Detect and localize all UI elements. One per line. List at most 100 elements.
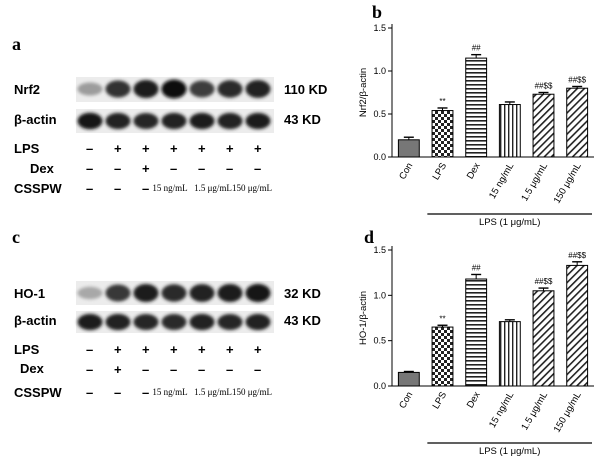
a-band-1-lane-4 xyxy=(161,112,187,130)
c-band-0-lane-5 xyxy=(189,284,215,302)
chart-d-category-3: Dex xyxy=(465,390,483,410)
chart-d-group-label: LPS (1 μg/mL) xyxy=(479,446,540,457)
a-dex-mark-1: – xyxy=(86,161,93,176)
chart-d-annotation-3: ## xyxy=(472,263,481,272)
beta-actin-band-label-c: β-actin xyxy=(14,313,57,328)
chart-b-category-1: Con xyxy=(397,161,415,182)
chart-b-category-3: Dex xyxy=(465,161,483,181)
a-lps-mark-6: + xyxy=(226,141,234,156)
dex-row-label-c: Dex xyxy=(20,361,45,376)
beta-actin-band-label: β-actin xyxy=(14,112,57,127)
a-band-1-lane-3 xyxy=(133,112,159,130)
a-csspw-mark-1: – xyxy=(86,181,93,196)
c-band-0-lane-1 xyxy=(77,286,103,300)
a-band-0-lane-5 xyxy=(189,80,215,98)
c-band-1-lane-5 xyxy=(189,313,215,331)
c-band-0-lane-3 xyxy=(133,284,159,302)
a-band-1-lane-2 xyxy=(105,112,131,130)
c-lps-mark-3: + xyxy=(142,342,150,357)
chart-d-annotation-5: ##$$ xyxy=(535,277,553,286)
csspw-row-label-c: CSSPW xyxy=(14,385,62,400)
a-csspw-mark-2: – xyxy=(114,181,121,196)
a-lps-mark-3: + xyxy=(142,141,150,156)
lps-row-label-c: LPS xyxy=(14,342,40,357)
c-band-0-lane-7 xyxy=(245,283,271,303)
a-band-0-lane-6 xyxy=(217,80,243,98)
chart-d-ytick-label: 1.0 xyxy=(373,290,386,300)
chart-d-ytick-label: 1.5 xyxy=(373,245,386,255)
a-dex-mark-6: – xyxy=(226,161,233,176)
a-dex-mark-2: – xyxy=(114,161,121,176)
chart-d-category-6: 150 μg/mL xyxy=(552,390,584,435)
chart-b-bar-3 xyxy=(465,57,488,158)
chart-d-bar-4 xyxy=(498,321,521,387)
nrf2-band-label: Nrf2 xyxy=(14,82,40,97)
chart-d-category-4: 15 ng/mL xyxy=(487,390,516,430)
a-dex-mark-4: – xyxy=(170,161,177,176)
beta-actin-size-label: 43 KD xyxy=(284,112,321,127)
a-band-1-lane-7 xyxy=(245,112,271,130)
panel-b-letter: b xyxy=(372,2,382,22)
c-lps-mark-1: – xyxy=(86,342,93,357)
c-csspw-mark-1: – xyxy=(86,385,93,400)
a-band-0-lane-7 xyxy=(245,80,271,98)
lps-row-label: LPS xyxy=(14,141,40,156)
chart-b-annotation-3: ## xyxy=(472,44,481,53)
c-csspw-dose-2: 1.5 μg/mL xyxy=(194,387,232,397)
c-lps-mark-5: + xyxy=(198,342,206,357)
c-dex-mark-3: – xyxy=(142,362,149,377)
a-band-1-lane-6 xyxy=(217,112,243,130)
c-band-1-lane-7 xyxy=(245,313,271,331)
dex-row-label: Dex xyxy=(30,161,55,176)
chart-b-bar-4 xyxy=(498,104,521,158)
c-csspw-dose-1: 15 ng/mL xyxy=(152,387,187,397)
c-band-1-lane-6 xyxy=(217,313,243,331)
chart-d-bar-3 xyxy=(465,278,488,387)
chart-b-category-2: LPS xyxy=(431,161,450,182)
chart-b-bar-2 xyxy=(431,110,454,158)
c-lps-mark-7: + xyxy=(254,342,262,357)
chart-d-bar-6 xyxy=(566,264,589,387)
chart-b-group-label: LPS (1 μg/mL) xyxy=(479,217,540,228)
a-lps-mark-5: + xyxy=(198,141,206,156)
a-lps-mark-1: – xyxy=(86,141,93,156)
a-band-0-lane-1 xyxy=(77,82,103,96)
panel-c-western-blot: c HO-1 β-actin 32 KD 43 KD LPS Dex – + + + +… xyxy=(12,227,321,400)
a-dex-mark-7: – xyxy=(254,161,261,176)
a-band-1-lane-1 xyxy=(77,112,103,130)
chart-b-annotation-5: ##$$ xyxy=(535,82,553,91)
chart-b-ytick-label: 0.0 xyxy=(373,152,386,162)
panel-a-western-blot: a Nrf2 β-actin 110 KD 43 KD LPS Dex – + + +… xyxy=(12,34,327,196)
a-csspw-mark-3: – xyxy=(142,181,149,196)
nrf2-size-label: 110 KD xyxy=(284,82,327,97)
c-csspw-mark-3: – xyxy=(142,385,149,400)
c-lps-mark-2: + xyxy=(114,342,122,357)
a-dex-mark-5: – xyxy=(198,161,205,176)
panel-c-letter: c xyxy=(12,227,20,247)
c-band-1-lane-3 xyxy=(133,313,159,331)
chart-d-bar-1 xyxy=(397,371,420,387)
ho1-size-label: 32 KD xyxy=(284,286,321,301)
chart-b-ytick-label: 1.5 xyxy=(373,23,386,33)
chart-b-ytick-label: 1.0 xyxy=(373,66,386,76)
chart-d-ylabel: HO-1/β-actin xyxy=(358,291,369,345)
chart-d-category-1: Con xyxy=(397,390,415,411)
chart-d-bar-2 xyxy=(431,326,454,387)
chart-d-annotation-6: ##$$ xyxy=(568,251,586,260)
a-csspw-dose-1: 15 ng/mL xyxy=(152,183,187,193)
chart-d-ytick-label: 0.0 xyxy=(373,381,386,391)
a-band-1-lane-5 xyxy=(189,112,215,130)
chart-b-bar-6 xyxy=(566,87,589,158)
panel-d-letter: d xyxy=(364,227,374,247)
c-band-1-lane-2 xyxy=(105,313,131,331)
a-lps-mark-7: + xyxy=(254,141,262,156)
chart-d-annotation-2: ** xyxy=(439,314,445,323)
beta-actin-size-label-c: 43 KD xyxy=(284,313,321,328)
chart-b-category-6: 150 μg/mL xyxy=(552,161,584,206)
c-band-0-lane-4 xyxy=(161,284,187,302)
csspw-row-label: CSSPW xyxy=(14,181,62,196)
chart-b-bar-1 xyxy=(397,139,420,158)
